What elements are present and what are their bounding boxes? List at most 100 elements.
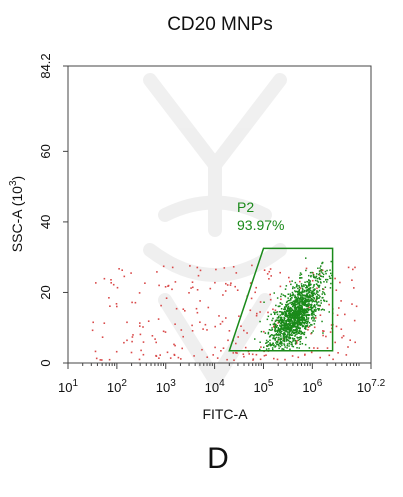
ungated-event-dot — [209, 287, 212, 290]
gated-event-dot — [319, 304, 321, 307]
gated-event-dot — [297, 302, 300, 305]
ungated-event-dot — [126, 321, 128, 324]
gated-event-dot — [298, 321, 301, 323]
gated-event-dot — [312, 316, 314, 318]
gated-event-dot — [294, 316, 297, 318]
ungated-event-dot — [196, 289, 199, 291]
gated-event-dot — [269, 342, 271, 344]
ungated-event-dot — [228, 330, 231, 332]
gated-event-dot — [284, 325, 286, 328]
gated-event-dot — [267, 331, 270, 334]
gated-event-dot — [301, 314, 303, 316]
gated-event-dot — [299, 316, 301, 318]
gated-event-dot — [277, 340, 279, 342]
gate-p2-polygon[interactable] — [228, 247, 334, 352]
gated-event-dot — [271, 329, 274, 331]
ungated-event-dot — [189, 265, 191, 267]
gated-event-dot — [320, 299, 322, 302]
ungated-event-dot — [279, 271, 281, 274]
gated-event-dot — [287, 317, 290, 319]
gated-event-dot — [282, 334, 285, 337]
gated-event-dot — [291, 325, 293, 328]
gated-event-dot — [279, 320, 281, 322]
gated-event-dot — [289, 320, 292, 322]
gated-event-dot — [328, 275, 331, 278]
ungated-event-dot — [95, 357, 98, 360]
gated-event-dot — [275, 340, 278, 343]
gated-event-dot — [304, 314, 306, 316]
gated-event-dot — [299, 294, 302, 297]
gated-event-dot — [301, 318, 304, 320]
gated-event-dot — [283, 323, 285, 325]
gated-event-dot — [321, 262, 323, 265]
gated-event-dot — [273, 312, 276, 314]
gated-event-dot — [317, 291, 319, 293]
gated-event-dot — [267, 333, 270, 335]
gated-event-dot — [305, 269, 307, 272]
ungated-event-dot — [182, 308, 185, 310]
gated-event-dot — [305, 318, 308, 320]
ungated-event-dot — [296, 340, 298, 342]
ungated-event-dot — [126, 339, 128, 342]
gated-event-dot — [289, 310, 291, 312]
ungated-event-dot — [244, 346, 247, 349]
gated-event-dot — [303, 297, 305, 299]
gated-event-dot — [300, 330, 302, 333]
gated-event-dot — [274, 334, 276, 336]
ungated-event-dot — [316, 347, 319, 349]
gated-event-dot — [297, 326, 299, 328]
ungated-event-dot — [255, 286, 257, 289]
gated-event-dot — [286, 316, 289, 318]
gated-event-dot — [279, 339, 282, 341]
gated-event-dot — [292, 300, 295, 302]
ungated-event-dot — [221, 320, 224, 323]
gated-event-dot — [315, 275, 318, 278]
gated-event-dot — [269, 323, 272, 326]
ungated-event-dot — [335, 325, 338, 328]
gated-event-dot — [295, 296, 297, 299]
gated-event-dot — [290, 294, 292, 297]
gated-event-dot — [305, 300, 308, 303]
gated-event-dot — [297, 297, 299, 299]
gated-event-dot — [303, 323, 306, 325]
gated-event-dot — [318, 308, 320, 310]
x-tick-label: 105 — [253, 378, 273, 395]
ungated-event-dot — [165, 297, 168, 299]
gated-event-dot — [272, 337, 274, 340]
gated-event-dot — [312, 275, 315, 277]
gated-event-dot — [314, 279, 317, 282]
gated-event-dot — [318, 294, 320, 297]
gated-event-dot — [289, 329, 291, 332]
gated-event-dot — [308, 291, 310, 293]
gated-event-dot — [286, 309, 289, 311]
gated-event-dot — [286, 310, 289, 312]
gated-event-dot — [302, 308, 305, 310]
ungated-event-dot — [193, 355, 195, 357]
gated-event-dot — [305, 287, 307, 289]
gated-event-dot — [279, 302, 282, 304]
gated-event-dot — [287, 327, 290, 329]
ungated-event-dot — [354, 266, 356, 269]
gated-event-dot — [283, 348, 285, 351]
gated-event-dot — [297, 339, 300, 341]
gated-event-dot — [307, 288, 310, 290]
gated-event-dot — [295, 322, 297, 324]
gated-event-dot — [297, 314, 299, 316]
gated-event-dot — [288, 314, 290, 317]
gated-event-dot — [291, 345, 293, 347]
gated-event-dot — [301, 303, 303, 305]
gated-event-dot — [289, 326, 292, 328]
gated-event-dot — [299, 300, 301, 302]
gated-event-dot — [260, 330, 263, 333]
ungated-event-dot — [352, 268, 354, 271]
gated-event-dot — [289, 336, 291, 339]
gated-event-dot — [300, 337, 302, 340]
ungated-event-dot — [94, 350, 97, 353]
ungated-event-dot — [222, 294, 224, 296]
ungated-event-dot — [336, 314, 339, 316]
gated-event-dot — [296, 284, 298, 287]
gated-event-dot — [304, 281, 306, 283]
gated-event-dot — [304, 299, 306, 302]
gated-event-dot — [274, 329, 276, 332]
gated-event-dot — [303, 309, 306, 311]
